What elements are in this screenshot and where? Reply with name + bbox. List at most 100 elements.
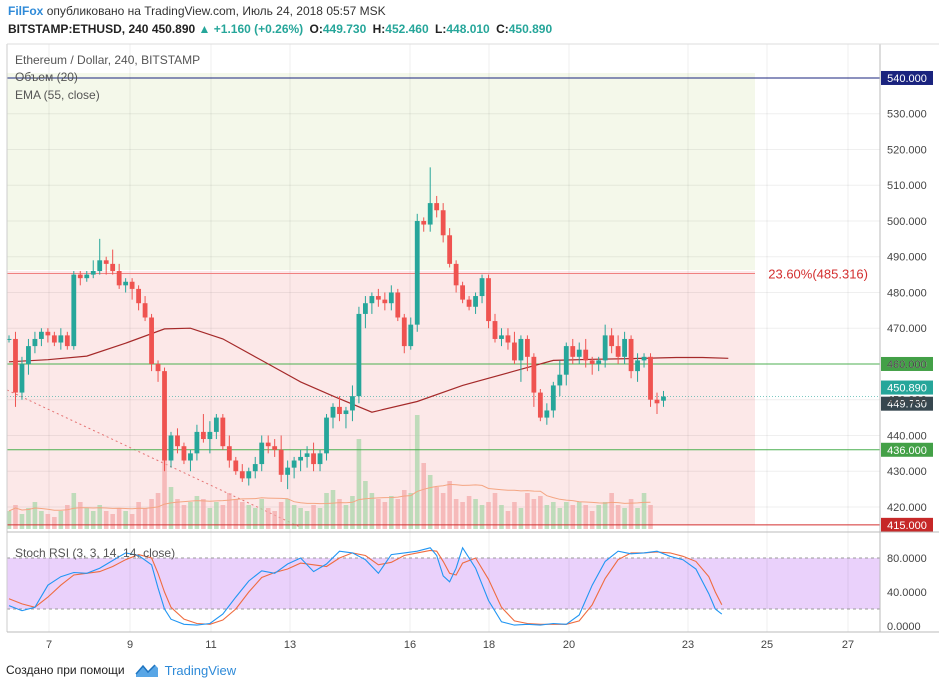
stoch-tick-0.0000: 0.0000	[887, 621, 921, 633]
time-tick-18: 18	[483, 639, 495, 651]
candle	[395, 288, 401, 322]
up-arrow-icon: ▲	[198, 22, 211, 36]
price-tick-460.000: 460.000	[887, 359, 927, 371]
price-tick-430.000: 430.000	[887, 466, 927, 478]
candle-body	[375, 296, 381, 300]
candle	[512, 331, 517, 364]
symbol-label: BITSTAMP:ETHUSD, 240	[8, 22, 149, 36]
candle-body	[123, 281, 129, 286]
tradingview-logo-icon[interactable]	[135, 662, 159, 678]
candle	[473, 292, 478, 314]
candle	[175, 428, 180, 454]
volume-bar	[298, 508, 303, 529]
volume-bar	[181, 505, 187, 529]
candle-body	[395, 292, 401, 318]
candle	[77, 271, 83, 286]
candle	[537, 389, 543, 422]
ema-legend[interactable]: EMA (55, close)	[15, 88, 100, 102]
candle-body	[641, 356, 647, 361]
candle	[330, 403, 336, 429]
volume-bar	[641, 493, 647, 529]
price-tick-480.000: 480.000	[887, 287, 927, 299]
volume-bar	[414, 415, 420, 529]
candle	[369, 292, 375, 314]
level-tag-bg	[881, 517, 933, 532]
candle	[408, 317, 414, 350]
candle-body	[311, 453, 316, 465]
symbol-title-legend[interactable]: Ethereum / Dollar, 240, BITSTAMP	[15, 53, 201, 67]
candle	[492, 313, 498, 343]
candle-body	[6, 338, 12, 340]
volume-bar	[628, 499, 634, 529]
volume-bar	[395, 499, 401, 529]
stoch-legend[interactable]: Stoch RSI (3, 3, 14, 14, close)	[15, 546, 176, 560]
candle-body	[388, 292, 394, 304]
volume-bar	[570, 505, 576, 529]
candle	[421, 217, 427, 232]
last-price: 450.890	[151, 22, 196, 36]
candle	[550, 381, 556, 418]
volume-bar	[149, 499, 154, 529]
volume-bar	[479, 505, 485, 529]
price-chart[interactable]: 540.000 23.60%(485.316) 460.000 436.000 415.…	[0, 0, 939, 660]
candle-body	[110, 263, 116, 272]
volume-bar	[32, 502, 38, 529]
candle	[103, 256, 109, 275]
candle	[136, 285, 141, 311]
stoch-band	[7, 558, 880, 609]
volume-bar	[77, 502, 83, 529]
candle-body	[654, 399, 660, 404]
created-with-text: Создано при помощи	[6, 663, 125, 677]
candle-body	[149, 317, 154, 364]
candle-body	[356, 313, 362, 397]
candle-body	[486, 278, 491, 322]
candles	[6, 167, 666, 490]
author-link[interactable]: FilFox	[8, 4, 44, 18]
candle-body	[324, 417, 329, 454]
volume-bar	[421, 463, 427, 529]
candle-body	[58, 335, 64, 343]
price-tick-470.000: 470.000	[887, 323, 927, 335]
volume-bar	[233, 499, 239, 529]
candle-body	[239, 471, 245, 479]
candle-body	[207, 431, 213, 440]
volume-bar	[317, 508, 323, 529]
volume-bar	[466, 496, 472, 529]
trend-line	[6, 389, 301, 528]
publication-line: FilFox опубликовано на TradingView.com, …	[8, 4, 386, 18]
candle	[246, 467, 252, 486]
candle	[563, 342, 569, 386]
open-label: O:	[309, 22, 323, 36]
candle	[350, 385, 355, 422]
volume-bar	[239, 502, 245, 529]
candle	[201, 414, 206, 443]
candle	[641, 353, 647, 368]
volume-bar	[45, 514, 51, 529]
horizontal-levels[interactable]: 540.000 23.60%(485.316) 460.000 436.000 415.…	[7, 70, 933, 532]
candle	[272, 439, 278, 457]
candle-body	[596, 360, 602, 364]
candle	[486, 274, 491, 329]
time-tick-23: 23	[682, 639, 694, 651]
tradingview-brand-link[interactable]: TradingView	[164, 662, 237, 678]
candle-body	[583, 349, 589, 361]
candle	[304, 446, 310, 468]
volume-bar	[6, 511, 12, 529]
volume-bar	[648, 505, 653, 529]
candle	[434, 195, 440, 218]
candle	[583, 338, 589, 368]
low-value: 448.010	[446, 22, 490, 36]
volume-bar	[330, 490, 336, 529]
candle-body	[615, 346, 621, 357]
candle	[142, 296, 148, 322]
volume-bar	[90, 511, 96, 529]
candle	[19, 356, 25, 400]
candle	[298, 449, 303, 472]
volume-legend[interactable]: Объем (20)	[15, 70, 78, 84]
candle-body	[427, 203, 433, 225]
time-tick-7: 7	[46, 639, 52, 651]
stoch-rsi-pane	[7, 546, 880, 626]
candle-body	[440, 210, 446, 236]
candle	[661, 390, 666, 407]
chart-axes: 530.000 520.000 510.000 500.000 490.000 480.0…	[6, 43, 939, 651]
